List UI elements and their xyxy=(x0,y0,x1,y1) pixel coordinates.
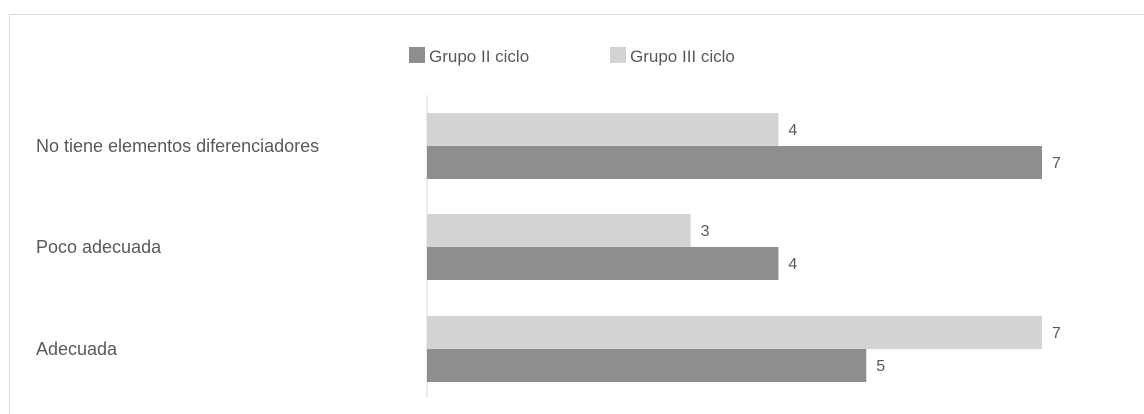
legend-label-grupo-iii-ciclo: Grupo III ciclo xyxy=(630,47,735,66)
data-label-grupo-ii-ciclo: 5 xyxy=(876,358,885,375)
legend-label-grupo-ii-ciclo: Grupo II ciclo xyxy=(429,47,529,66)
bar-grupo-iii-ciclo xyxy=(427,113,779,146)
data-label-grupo-ii-ciclo: 7 xyxy=(1052,155,1061,172)
legend-swatch-grupo-iii-ciclo xyxy=(610,47,626,63)
category-label: No tiene elementos diferenciadores xyxy=(36,136,319,156)
category-label: Poco adecuada xyxy=(36,237,162,257)
category-label: Adecuada xyxy=(36,339,118,359)
data-label-grupo-iii-ciclo: 7 xyxy=(1052,325,1061,342)
data-label-grupo-iii-ciclo: 4 xyxy=(788,122,797,139)
chart-frame xyxy=(9,14,1144,414)
legend-swatch-grupo-ii-ciclo xyxy=(409,47,425,63)
bar-grupo-ii-ciclo xyxy=(427,349,867,382)
data-label-grupo-ii-ciclo: 4 xyxy=(788,256,797,273)
bar-grupo-iii-ciclo xyxy=(427,214,691,247)
data-label-grupo-iii-ciclo: 3 xyxy=(701,223,710,240)
bar-grupo-ii-ciclo xyxy=(427,146,1042,179)
bar-grupo-iii-ciclo xyxy=(427,316,1042,349)
bar-grupo-ii-ciclo xyxy=(427,247,779,280)
